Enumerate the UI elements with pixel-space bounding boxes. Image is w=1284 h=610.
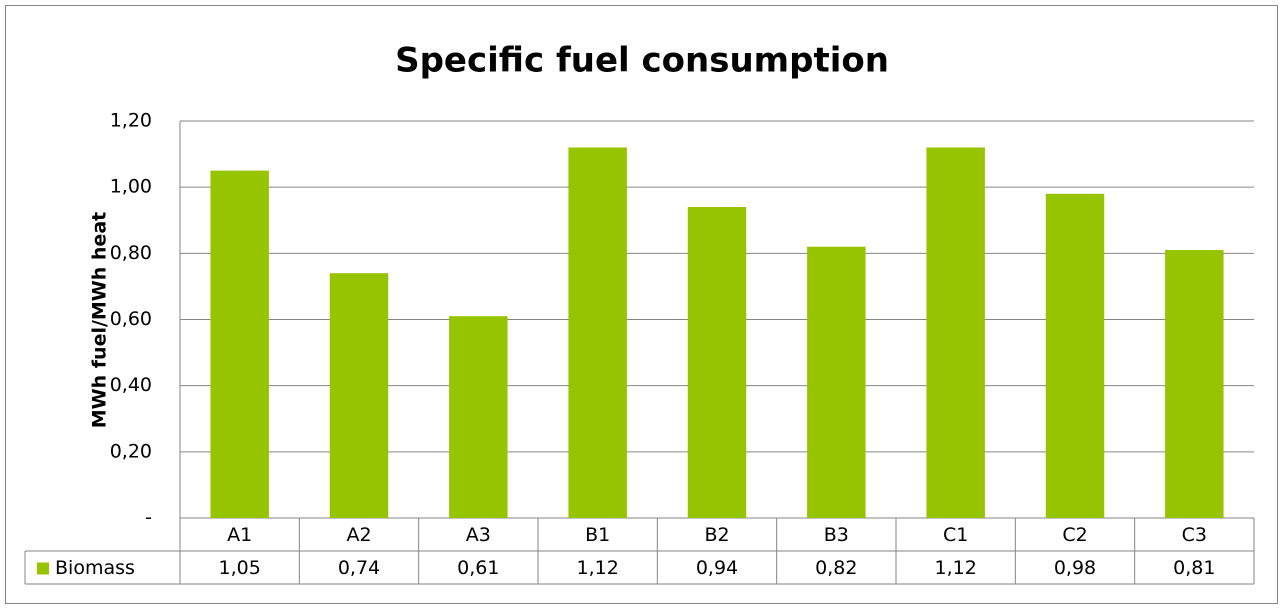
x-tick-label: C2 <box>1062 524 1087 546</box>
chart-title: Specific fuel consumption <box>395 41 889 81</box>
x-tick-label: C3 <box>1182 524 1207 546</box>
y-axis-label: MWh fuel/MWh heat <box>89 212 111 428</box>
x-tick-label: C1 <box>943 524 968 546</box>
y-tick-label: 0,60 <box>110 308 152 330</box>
y-tick-label: 0,20 <box>110 440 152 462</box>
bar <box>568 147 627 518</box>
y-tick-label: 1,00 <box>110 176 152 198</box>
bar <box>449 316 508 518</box>
table-value: 1,05 <box>219 557 261 579</box>
y-tick-label: 0,80 <box>110 242 152 264</box>
y-tick-label: 1,20 <box>110 110 152 132</box>
y-tick-label: 0,40 <box>110 374 152 396</box>
x-tick-label: A3 <box>466 524 491 546</box>
y-tick-label: - <box>145 507 152 529</box>
table-value: 0,98 <box>1054 557 1096 579</box>
table-value: 1,12 <box>935 557 977 579</box>
bar <box>807 246 866 518</box>
table-value: 0,82 <box>815 557 857 579</box>
table-value: 0,94 <box>696 557 738 579</box>
legend-label: Biomass <box>55 557 135 579</box>
bar <box>1165 250 1224 518</box>
x-tick-label: B1 <box>585 524 610 546</box>
bar <box>687 207 747 518</box>
x-tick-label: B3 <box>824 524 849 546</box>
x-tick-label: A2 <box>346 524 371 546</box>
table-value: 0,61 <box>457 557 499 579</box>
bar <box>926 147 985 518</box>
bar <box>329 273 389 518</box>
bar <box>1045 193 1105 519</box>
table-value: 0,74 <box>338 557 380 579</box>
x-tick-label: A1 <box>227 524 252 546</box>
x-tick-label: B2 <box>704 524 729 546</box>
table-value: 1,12 <box>577 557 619 579</box>
legend-swatch <box>37 562 49 575</box>
bar <box>210 170 269 518</box>
table-value: 0,81 <box>1173 557 1215 579</box>
